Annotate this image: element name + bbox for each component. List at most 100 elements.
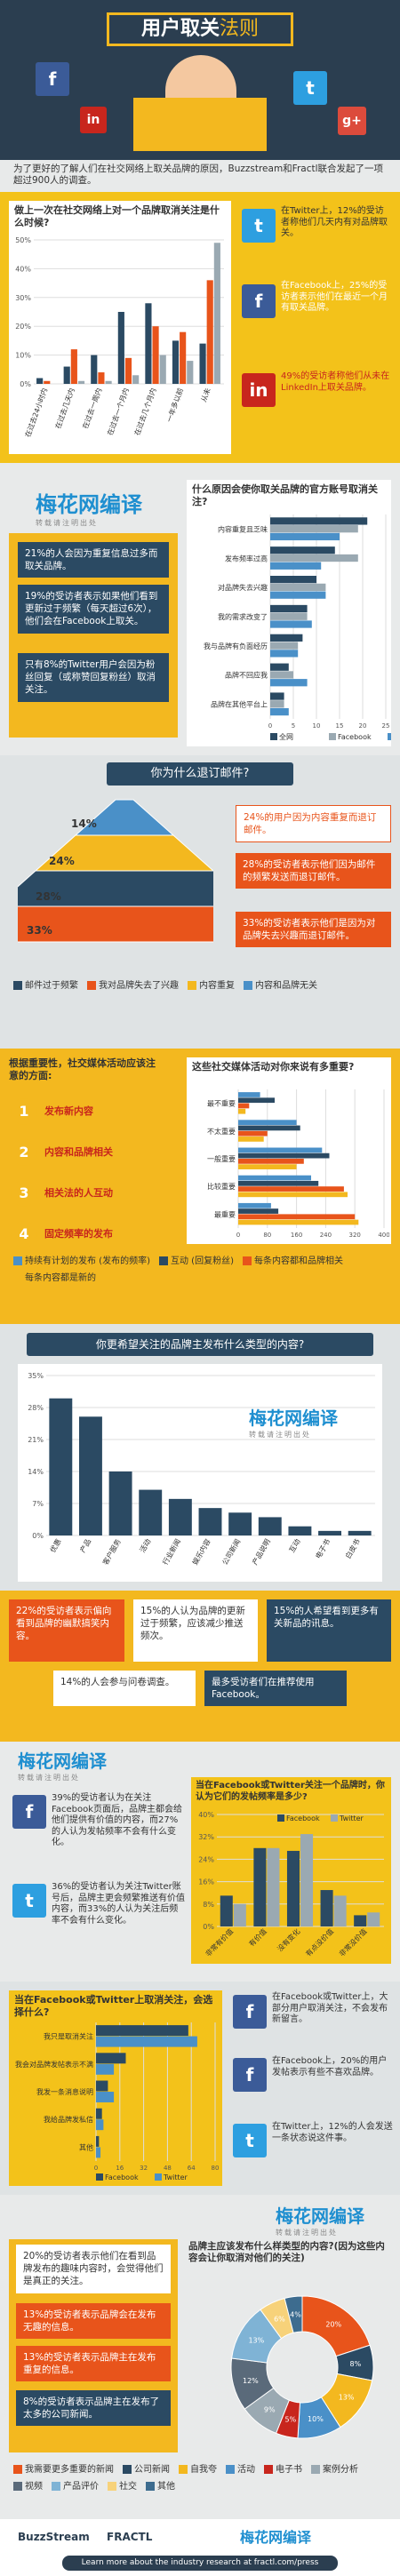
bar [270, 554, 358, 562]
y-tick-label: 0% [203, 1923, 214, 1931]
bar [70, 349, 77, 384]
bar [180, 331, 187, 384]
legend-label: 邮件过于频繁 [25, 981, 78, 991]
pyramid-layer [34, 834, 213, 872]
y-tick-label: 40% [198, 1811, 214, 1819]
q9-note-1: 20%的受访者表示他们在看到品牌发布的趣味内容时，会觉得他们是真正的关注。 [16, 2245, 171, 2293]
legend-item: 案例分析 [311, 2461, 358, 2475]
bar [49, 1398, 73, 1535]
facebook-icon: f [233, 1995, 267, 2029]
q9-title: 品牌主应该发布什么样类型的内容?(因为这些内容会让你取消对他们的关注) [188, 2241, 385, 2264]
y-tick-label: 发布频率过高 [225, 554, 268, 562]
q9-note-3: 13%的受访者表示品牌主在发布重复的信息。 [16, 2346, 171, 2382]
slice-label: 13% [248, 2336, 264, 2344]
bar [238, 1125, 300, 1131]
x-tick-label: 非常有价值 [204, 1926, 235, 1958]
slice-label: 8% [350, 2360, 362, 2368]
q9-note-2: 13%的受访者表示品牌会在发布无趣的信息。 [16, 2303, 171, 2340]
legend-swatch [244, 981, 252, 990]
bar [238, 1202, 271, 1208]
q5-panel [18, 1364, 382, 1582]
y-tick-label: 40% [15, 265, 31, 273]
y-tick-label: 我给品牌发私信 [44, 2115, 93, 2124]
legend-swatch [13, 1273, 22, 1282]
y-tick-label: 品牌在其他平台上 [211, 700, 268, 709]
legend-label: 互动 (回复粉丝) [170, 1256, 234, 1266]
bar [124, 357, 132, 384]
bar [288, 1526, 312, 1535]
legend-swatch [242, 1256, 252, 1265]
x-tick-label: 一年多以前 [164, 387, 185, 423]
y-tick-label: 不太重要 [207, 1127, 236, 1136]
bar [44, 380, 51, 384]
y-tick-label: 我与品牌有负面经历 [204, 642, 268, 650]
bar [270, 707, 289, 716]
facebook-icon: f [12, 1795, 46, 1829]
x-tick-label: 在过去24小时内 [23, 387, 49, 438]
x-tick-label: 16 [116, 2165, 124, 2172]
legend-item: 我对品牌失去了兴趣 [87, 977, 179, 991]
y-tick-label: 我的需求改变了 [218, 612, 268, 621]
bar [253, 1847, 267, 1926]
fractl-logo: FRACTL [107, 2531, 153, 2543]
rank-badge: 4 [11, 1221, 37, 1248]
bar [270, 642, 299, 650]
brand-logo: 梅花网编译 转载请注明出处 [18, 1751, 107, 1782]
legend-swatch [277, 1814, 284, 1822]
legend-swatch [13, 2482, 22, 2491]
linkedin-icon: in [242, 373, 276, 407]
q8-title: 当在Facebook或Twitter上取消关注，会选择什么? [14, 1994, 213, 2018]
bar [267, 1847, 280, 1926]
q1-note-twitter: 在Twitter上，12%的受访者称他们几天内有对品牌取关。 [281, 206, 388, 238]
legend-swatch [96, 2173, 103, 2181]
brand-logo: 梅花网编译 [240, 2529, 312, 2546]
q4-item: 内容和品牌相关 [44, 1146, 113, 1158]
q2-chart: 0 5 10 15 20 25 内容重复且乏味发布频率过高对品牌失去兴趣我的需求改变了我与品… [204, 514, 391, 741]
googleplus-icon: g+ [338, 107, 366, 135]
bar [96, 2135, 100, 2147]
bar [199, 343, 206, 384]
brand-logo: 梅花网编译 转载请注明出处 [276, 2205, 364, 2237]
bar [270, 562, 322, 570]
legend-item: 公司新闻 [123, 2461, 170, 2475]
x-tick-label: 白皮书 [343, 1537, 362, 1560]
bar [79, 1416, 102, 1535]
bar [238, 1186, 344, 1192]
legend-swatch [13, 2465, 22, 2474]
bar [206, 280, 213, 384]
legend-label: 社交 [119, 2482, 137, 2492]
legend-label: 产品评价 [63, 2482, 99, 2492]
legend-item: 邮件过于频繁 [13, 977, 78, 991]
bar [96, 2025, 188, 2037]
bar [172, 340, 180, 384]
pyr-label: 14% [71, 817, 97, 830]
bar [187, 361, 194, 384]
q7-note-twitter: 36%的受访者认为关注Twitter账号后，品牌主更会频繁推送有价值内容，而33… [52, 1882, 185, 1926]
x-tick-label: 行业新闻 [160, 1537, 182, 1567]
x-tick-label: 在过去一个月内 [105, 387, 131, 436]
q8-panel [9, 1990, 222, 2186]
legend-label: 内容和品牌无关 [255, 981, 317, 991]
legend-label: 案例分析 [323, 2465, 358, 2475]
q8-note-3: 在Twitter上，12%的人会发送一条状态说这件事。 [272, 2122, 393, 2143]
legend-item: 互动 (回复粉丝) [158, 1253, 234, 1266]
bar [238, 1219, 359, 1225]
q7-note-facebook: 39%的受访者认为在关注Facebook页面后，品牌主都会给他们提供有价值的内容… [52, 1793, 182, 1847]
footer-link[interactable]: Learn more about the industry research a… [62, 2556, 338, 2572]
legend-label: Twitter [163, 2173, 188, 2181]
y-tick-label: 7% [32, 1500, 44, 1508]
bar [145, 303, 152, 384]
bar [117, 312, 124, 384]
bar [91, 355, 98, 384]
legend-label: 自我夸 [190, 2465, 217, 2475]
x-tick-label: 240 [320, 1232, 332, 1239]
q8-note-1: 在Facebook或Twitter上，大部分用户取消关注，不会发布新留言。 [272, 1992, 388, 2024]
legend-swatch [87, 981, 96, 990]
bar [96, 2108, 102, 2119]
y-tick-label: 16% [198, 1878, 214, 1886]
laptop-illustration [133, 98, 267, 151]
bar [238, 1180, 319, 1186]
x-tick-label: 在过去几个月内 [132, 387, 158, 436]
slice-label: 6% [274, 2316, 285, 2324]
